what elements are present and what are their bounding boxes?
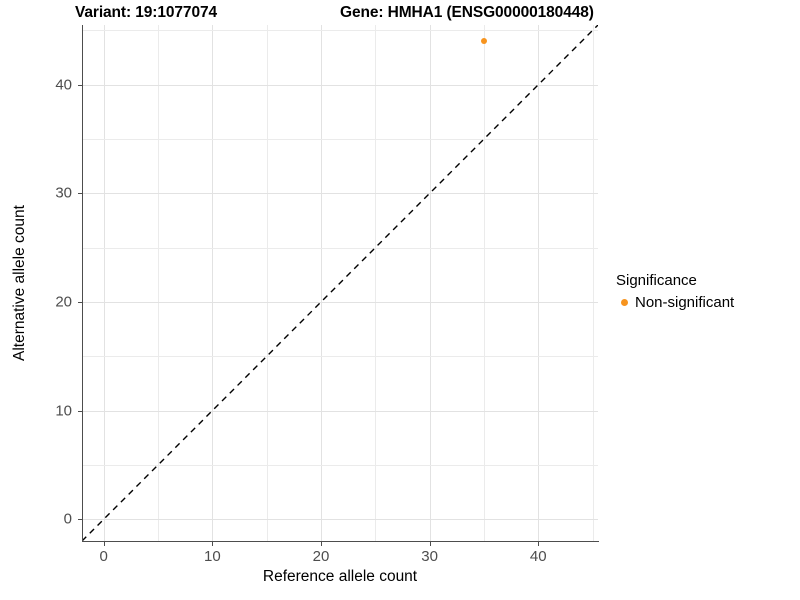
x-tick-mark bbox=[320, 542, 322, 546]
horizontal-gridline bbox=[82, 247, 598, 249]
horizontal-gridline bbox=[82, 84, 598, 86]
vertical-gridline bbox=[483, 25, 485, 541]
horizontal-gridline bbox=[82, 193, 598, 195]
vertical-gridline bbox=[429, 25, 431, 541]
y-tick-label: 10 bbox=[55, 402, 72, 420]
horizontal-gridline bbox=[82, 356, 598, 358]
y-tick-mark bbox=[78, 193, 82, 195]
identity-reference-line bbox=[82, 25, 598, 541]
x-tick-label: 0 bbox=[99, 548, 108, 565]
vertical-gridline bbox=[320, 25, 322, 541]
legend-item-label: Non-significant bbox=[635, 293, 735, 311]
legend: Significance Non-significant bbox=[616, 272, 734, 312]
title-row: Variant: 19:1077074 Gene: HMHA1 (ENSG000… bbox=[0, 2, 800, 24]
y-tick-label: 40 bbox=[55, 76, 72, 94]
horizontal-gridline bbox=[82, 410, 598, 412]
x-tick-label: 30 bbox=[421, 548, 438, 565]
horizontal-gridline bbox=[82, 464, 598, 466]
x-tick-mark bbox=[538, 542, 540, 546]
horizontal-gridline bbox=[82, 302, 598, 303]
horizontal-gridline bbox=[82, 519, 598, 521]
legend-point-icon bbox=[616, 294, 632, 310]
x-tick-label: 40 bbox=[529, 548, 547, 565]
variant-title: Variant: 19:1077074 bbox=[75, 4, 218, 21]
vertical-gridline bbox=[592, 25, 594, 541]
plot-panel bbox=[82, 25, 598, 541]
y-tick-label: 30 bbox=[55, 184, 72, 202]
x-tick-label: 10 bbox=[204, 548, 221, 565]
vertical-gridline bbox=[375, 25, 377, 541]
x-tick-mark bbox=[212, 542, 214, 546]
legend-item-0[interactable]: Non-significant bbox=[616, 292, 734, 312]
y-tick-mark bbox=[78, 302, 82, 303]
vertical-gridline bbox=[212, 25, 214, 541]
legend-title: Significance bbox=[616, 272, 697, 289]
vertical-gridline bbox=[103, 25, 105, 541]
legend-dot bbox=[620, 298, 628, 306]
y-axis-line bbox=[82, 25, 84, 542]
y-axis-title: Alternative allele count bbox=[11, 205, 28, 361]
y-tick-label: 20 bbox=[55, 293, 72, 311]
legend-items: Non-significant bbox=[616, 292, 734, 312]
horizontal-gridline bbox=[82, 30, 598, 32]
y-tick-mark bbox=[78, 410, 82, 412]
y-tick-label: 0 bbox=[63, 510, 72, 528]
x-tick-mark bbox=[429, 542, 431, 546]
x-tick-label: 20 bbox=[312, 548, 330, 565]
horizontal-gridline bbox=[82, 139, 598, 141]
data-point[interactable] bbox=[480, 38, 487, 45]
y-tick-mark bbox=[78, 84, 82, 86]
vertical-gridline bbox=[266, 25, 268, 541]
x-tick-mark bbox=[103, 542, 105, 546]
vertical-gridline bbox=[538, 25, 540, 541]
x-axis-line bbox=[82, 541, 599, 543]
vertical-gridline bbox=[158, 25, 160, 541]
x-axis-title: Reference allele count bbox=[262, 568, 418, 585]
gene-title: Gene: HMHA1 (ENSG00000180448) bbox=[340, 4, 594, 21]
y-tick-mark bbox=[78, 519, 82, 521]
